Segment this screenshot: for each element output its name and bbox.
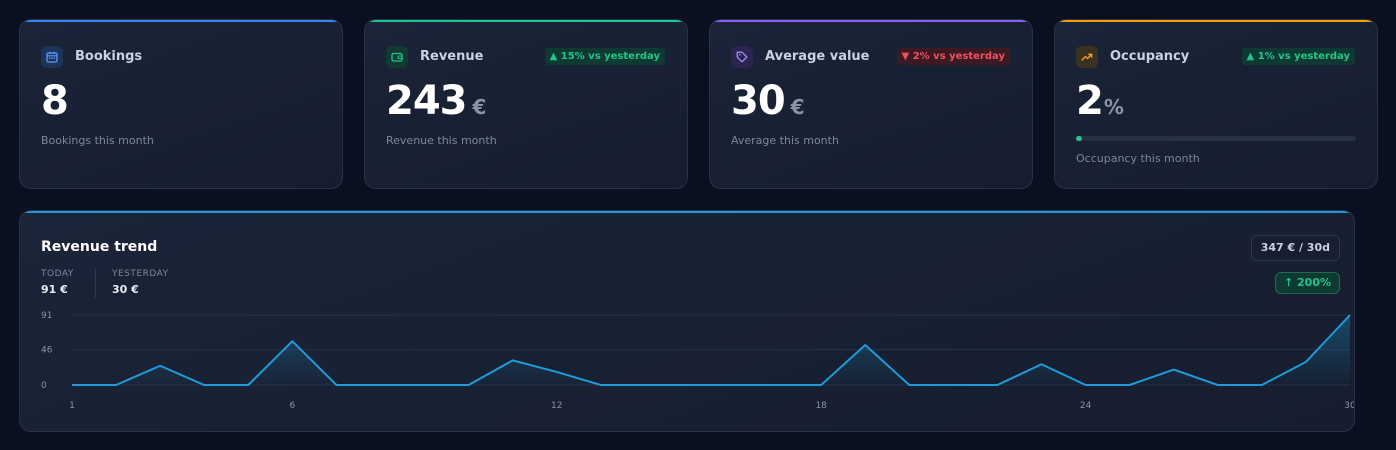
trend-badge: ▲ 15% vs yesterday (544, 48, 665, 65)
card-value: 243 € (386, 78, 487, 124)
card-title: Average value (765, 49, 870, 64)
card-accent-line (1055, 20, 1377, 22)
card-subtitle: Occupancy this month (1076, 152, 1200, 165)
trending-up-icon (1076, 46, 1098, 68)
occupancy-progress-bar (1076, 136, 1356, 141)
yesterday-value: 30 € (112, 283, 139, 296)
card-value: 8 (41, 78, 69, 124)
metric-divider (95, 268, 96, 298)
panel-accent-line (20, 211, 1354, 213)
yesterday-label: YESTERDAY (112, 269, 169, 279)
x-tick-label: 30 (1344, 401, 1355, 411)
calendar-icon (41, 46, 63, 68)
x-tick-label: 12 (551, 401, 562, 411)
card-accent-line (710, 20, 1032, 22)
card-subtitle: Average this month (731, 134, 839, 147)
trend-badge: ▲ 1% vs yesterday (1241, 48, 1355, 65)
wallet-icon (386, 46, 408, 68)
revenue-trend-chart: 0 46 91 1 6 12 18 24 30 (41, 311, 1355, 411)
occupancy-card: Occupancy ▲ 1% vs yesterday 2% Occupancy… (1054, 19, 1378, 189)
card-value: 2% (1076, 78, 1124, 124)
arrow-down-icon: ▼ (901, 51, 910, 62)
card-unit: % (1103, 95, 1124, 119)
arrow-up-icon: ▲ (549, 51, 558, 62)
panel-title: Revenue trend (41, 239, 158, 255)
revenue-trend-panel: 0 46 91 1 6 12 18 24 30 Revenue trend TODAY 91 €… (19, 210, 1355, 432)
card-subtitle: Bookings this month (41, 134, 154, 147)
bookings-card: Bookings 8 Bookings this month (19, 19, 343, 189)
y-tick-label: 46 (41, 346, 53, 356)
revenue-card: Revenue ▲ 15% vs yesterday 243 € Revenue … (364, 19, 688, 189)
arrow-up-icon: ↑ (1283, 276, 1294, 289)
today-value: 91 € (41, 283, 68, 296)
progress-fill (1076, 136, 1082, 141)
arrow-up-icon: ▲ (1246, 51, 1255, 62)
y-tick-label: 0 (41, 381, 47, 391)
y-tick-label: 91 (41, 311, 52, 321)
x-tick-label: 6 (289, 401, 295, 411)
card-title: Revenue (420, 49, 484, 64)
card-subtitle: Revenue this month (386, 134, 497, 147)
x-tick-label: 18 (815, 401, 827, 411)
card-title: Occupancy (1110, 49, 1190, 64)
trend-badge: ▼ 2% vs yesterday (896, 48, 1010, 65)
total-chip: 347 € / 30d (1250, 235, 1340, 261)
today-label: TODAY (41, 269, 74, 279)
card-accent-line (20, 20, 342, 22)
card-unit: € (472, 95, 487, 119)
growth-chip: ↑ 200% (1274, 272, 1340, 294)
average-value-card: Average value ▼ 2% vs yesterday 30 € Aver… (709, 19, 1033, 189)
tag-icon (731, 46, 753, 68)
x-tick-label: 24 (1080, 401, 1092, 411)
card-unit: € (790, 95, 805, 119)
revenue-line (72, 314, 1351, 386)
card-accent-line (365, 20, 687, 22)
card-value: 30 € (731, 78, 805, 124)
stats-row: Bookings 8 Bookings this month Revenue ▲… (19, 19, 1378, 189)
x-tick-label: 1 (69, 401, 75, 411)
card-title: Bookings (75, 49, 143, 64)
